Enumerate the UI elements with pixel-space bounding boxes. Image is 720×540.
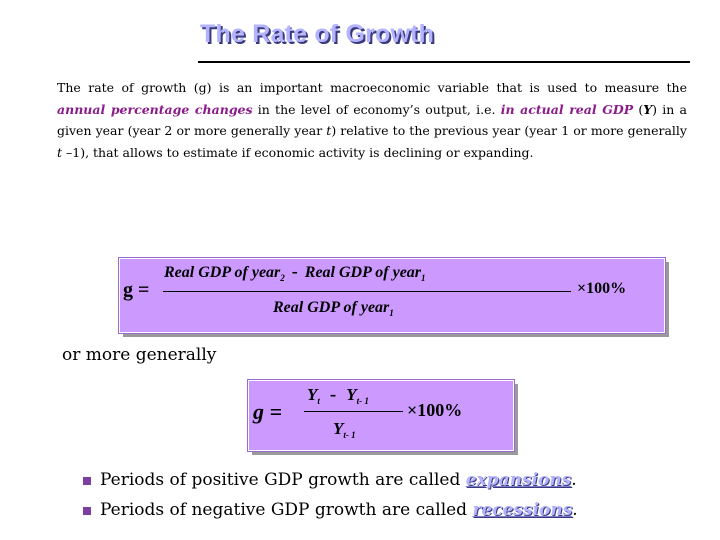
formula1-num-b-sub: 1 — [421, 273, 426, 283]
para-text-2: in the level of economy’s output, i.e. — [252, 101, 501, 117]
formula2-num-b: Y — [346, 385, 357, 404]
formula1-denominator: Real GDP of year1 — [273, 299, 394, 318]
bullet-square-icon — [83, 477, 91, 485]
formula2-num-a-sub: t — [317, 396, 320, 406]
bullet-text: Periods of negative GDP growth are calle… — [100, 500, 473, 520]
formula2-fraction-bar — [304, 411, 403, 412]
para-text-3: ( — [633, 101, 644, 117]
formula2-num-a: Y — [307, 385, 318, 404]
slide-title: The Rate of Growth — [200, 20, 435, 48]
definition-paragraph: The rate of growth (g) is an important m… — [57, 77, 687, 163]
formula1-fraction-bar — [163, 291, 571, 292]
title-underline — [198, 61, 690, 63]
formula1-num-a-sub: 2 — [280, 273, 285, 283]
formula2-times-100: ×100% — [407, 400, 463, 420]
annual-percentage-changes-highlight: annual percentage changes — [57, 101, 253, 117]
formula1-num-b: Real GDP of year — [304, 264, 422, 281]
bullet-list: Periods of positive GDP growth are calle… — [80, 470, 578, 530]
t-minus-symbol: t — [57, 144, 63, 160]
general-growth-formula-box: g = Yt - Yt- 1 Yt- 1 ×100% — [247, 379, 515, 452]
formula1-num-a: Real GDP of year — [164, 264, 281, 281]
formula2-numerator: Yt - Yt- 1 — [307, 384, 369, 406]
bullet-end: . — [571, 470, 577, 490]
formula2-lhs: g = — [253, 399, 283, 424]
para-text-6: –1), that allows to estimate if economic… — [62, 144, 534, 160]
growth-formula-box: g = Real GDP of year2- Real GDP of year1 … — [118, 257, 666, 334]
para-text-5: ) relative to the previous year (year 1 … — [331, 123, 687, 138]
formula2-minus: - — [329, 384, 337, 405]
recessions-keyword: recessions — [472, 500, 573, 520]
bullet-expansions: Periods of positive GDP growth are calle… — [80, 470, 578, 500]
bullet-recessions: Periods of negative GDP growth are calle… — [80, 500, 578, 530]
t-symbol: t — [326, 123, 332, 138]
para-text-1: The rate of growth (g) is an important m… — [57, 80, 687, 95]
or-more-generally-label: or more generally — [62, 345, 217, 365]
formula2-num-b-sub: t- 1 — [356, 396, 369, 406]
formula1-den-sub: 1 — [389, 308, 394, 318]
formula2-den-sub: t- 1 — [343, 430, 356, 440]
formula1-minus: - — [291, 261, 298, 281]
formula1-times-100: ×100% — [577, 280, 627, 297]
formula2-denominator: Yt- 1 — [333, 419, 356, 440]
para-text-4: ) in a given year (year 2 or more genera… — [57, 101, 687, 139]
bullet-text: Periods of positive GDP growth are calle… — [100, 470, 466, 490]
formula1-den: Real GDP of year — [273, 299, 390, 316]
formula1-numerator: Real GDP of year2- Real GDP of year1 — [164, 261, 426, 283]
real-gdp-highlight: in actual real GDP — [500, 101, 634, 117]
bullet-end: . — [572, 500, 578, 520]
bullet-square-icon — [83, 507, 91, 515]
formula1-lhs: g = — [123, 279, 150, 301]
y-symbol: Y — [643, 101, 653, 117]
formula2-den: Y — [333, 419, 344, 438]
expansions-keyword: expansions — [465, 470, 572, 490]
